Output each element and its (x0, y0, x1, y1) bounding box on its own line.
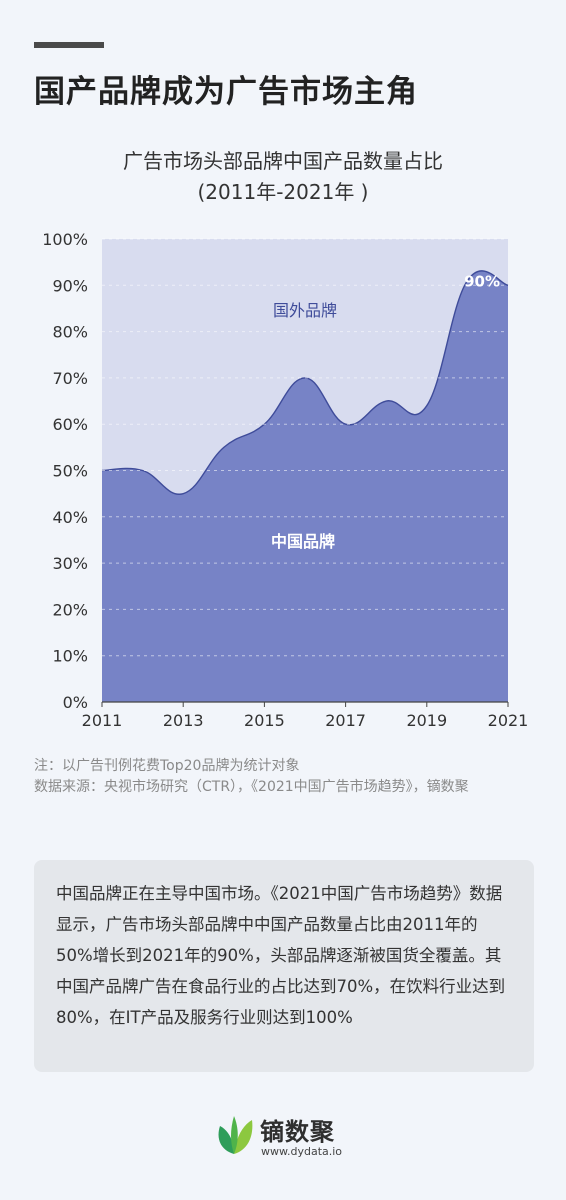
y-tick-label: 90% (52, 276, 88, 295)
x-tick-label: 2021 (488, 711, 529, 730)
y-tick-label: 40% (52, 508, 88, 527)
y-tick-label: 0% (63, 693, 88, 712)
brand-url: www.dydata.io (261, 1145, 343, 1158)
x-tick-label: 2015 (244, 711, 285, 730)
y-tick-label: 50% (52, 462, 88, 481)
chart-title: 广告市场头部品牌中国产品数量占比 (123, 149, 443, 173)
y-tick-label: 60% (52, 415, 88, 434)
x-tick-label: 2011 (82, 711, 123, 730)
note-source: 数据来源：央视市场研究（CTR），《2021中国广告市场趋势》，镝数聚 (34, 779, 469, 795)
data-label-2021: 90% (464, 272, 500, 290)
y-tick-label: 100% (42, 230, 88, 249)
brand-logo: 镝数聚 www.dydata.io (214, 1112, 384, 1162)
x-tick-label: 2017 (325, 711, 366, 730)
x-tick-label: 2013 (163, 711, 204, 730)
y-tick-label: 30% (52, 554, 88, 573)
area-chart: 0% 10% 20% 30% 40% 50% 60% 70% 80% 90% 100% 2011 201… (42, 230, 529, 730)
summary-box: 中国品牌正在主导中国市场。《2021中国广告市场趋势》数据显示，广告市场头部品牌… (34, 860, 534, 1072)
series-label-domestic: 中国品牌 (271, 532, 335, 551)
chart-notes: 注：以广告刊例花费Top20品牌为统计对象 数据来源：央视市场研究（CTR），《… (34, 756, 534, 798)
header-accent-bar (34, 42, 104, 48)
series-label-foreign: 国外品牌 (273, 301, 337, 320)
page-title: 国产品牌成为广告市场主角 (34, 74, 418, 110)
leaf-logo-icon (218, 1116, 253, 1154)
chart-title-block: 广告市场头部品牌中国产品数量占比 (2011年-2021年 ) (0, 146, 566, 208)
brand-name: 镝数聚 (260, 1118, 335, 1146)
note-scope: 注：以广告刊例花费Top20品牌为统计对象 (34, 758, 300, 774)
summary-text: 中国品牌正在主导中国市场。《2021中国广告市场趋势》数据显示，广告市场头部品牌… (56, 884, 506, 1027)
y-tick-label: 80% (52, 323, 88, 342)
y-tick-label: 10% (52, 647, 88, 666)
x-tick-label: 2019 (406, 711, 447, 730)
domestic-brand-line (101, 270, 509, 495)
y-tick-label: 70% (52, 369, 88, 388)
y-tick-label: 20% (52, 600, 88, 619)
domestic-brand-area (102, 270, 508, 702)
chart-subtitle: (2011年-2021年 ) (197, 180, 369, 204)
